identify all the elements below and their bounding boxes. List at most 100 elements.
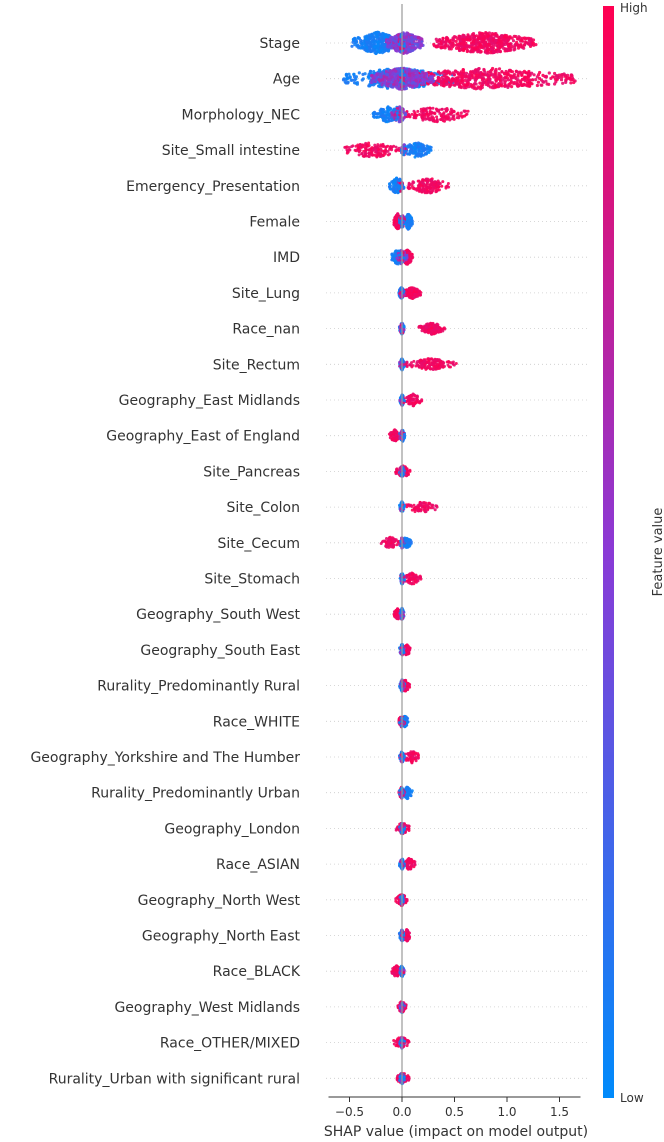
shap-point [415, 290, 419, 294]
shap-point [534, 78, 538, 82]
shap-point [419, 44, 424, 48]
shap-point [353, 43, 357, 47]
shap-point [407, 216, 410, 220]
shap-point [377, 115, 380, 119]
shap-point [341, 78, 346, 82]
shap-point [384, 69, 388, 73]
shap-point [416, 152, 420, 156]
shap-point [416, 109, 420, 113]
shap-point [507, 37, 511, 41]
shap-point [402, 143, 406, 147]
shap-point [484, 40, 488, 44]
shap-point [402, 256, 406, 260]
shap-point [452, 110, 456, 114]
shap-point [418, 183, 422, 187]
shap-point [398, 177, 402, 181]
shap-point [388, 185, 392, 189]
shap-point [434, 188, 438, 192]
shap-point [513, 43, 517, 47]
shap-point [374, 150, 378, 154]
shap-point [451, 37, 455, 41]
shap-point [360, 152, 364, 155]
shap-point [479, 40, 483, 44]
feature-label-site-cecum: Site_Cecum [218, 536, 300, 552]
shap-point [570, 74, 574, 78]
feature-points-stage [350, 30, 538, 56]
shap-point [433, 180, 437, 184]
shap-point [477, 67, 481, 71]
shap-point [456, 76, 460, 80]
feature-label-geography-south-east: Geography_South East [140, 643, 300, 659]
feature-points-site-small-intestine [343, 141, 433, 159]
shap-point [349, 78, 353, 82]
shap-point [461, 38, 465, 42]
feature-label-geography-north-west: Geography_North West [138, 893, 301, 909]
shap-point [345, 77, 349, 81]
shap-point [431, 106, 435, 110]
shap-point [367, 144, 371, 147]
feature-label-site-rectum: Site_Rectum [213, 357, 300, 373]
shap-point [503, 81, 507, 85]
shap-point [410, 35, 414, 40]
shap-point [407, 260, 411, 264]
shap-point [531, 41, 536, 45]
shap-point [482, 80, 486, 84]
shap-point [462, 43, 466, 47]
shap-point [506, 85, 510, 89]
shap-point [378, 37, 382, 41]
shap-point [413, 155, 417, 159]
shap-point [394, 145, 398, 149]
shap-point [366, 49, 370, 53]
shap-point [512, 48, 516, 52]
shap-point [471, 31, 476, 36]
shap-point [375, 46, 380, 50]
shap-point [506, 72, 510, 76]
shap-point [503, 71, 507, 75]
shap-point [494, 85, 498, 89]
shap-point [392, 221, 396, 224]
shap-point [408, 152, 412, 155]
feature-points-age [341, 66, 577, 92]
shap-point [402, 147, 406, 151]
shap-point [416, 36, 420, 40]
shap-point [547, 82, 551, 86]
shap-point [394, 149, 398, 153]
shap-point [559, 78, 564, 82]
shap-point [474, 40, 478, 44]
shap-point [438, 182, 442, 186]
shap-point [405, 41, 410, 45]
feature-label-site-pancreas: Site_Pancreas [203, 464, 300, 480]
shap-point [520, 38, 524, 43]
shap-point [411, 256, 414, 260]
shap-point [346, 150, 349, 153]
shap-point [420, 150, 424, 154]
shap-point [503, 34, 507, 39]
shap-point [530, 71, 534, 75]
shap-point [522, 82, 526, 86]
shap-point [452, 73, 456, 77]
shap-point [480, 45, 484, 50]
shap-point [381, 78, 385, 82]
feature-label-geography-london: Geography_London [164, 821, 300, 837]
shap-point [408, 186, 412, 190]
shap-point [423, 72, 427, 76]
shap-point [381, 145, 385, 148]
shap-point [389, 37, 393, 41]
shap-point [352, 72, 356, 76]
shap-point [402, 116, 406, 120]
shap-point [375, 40, 380, 44]
shap-point [372, 31, 376, 35]
shap-point [394, 69, 398, 73]
shap-point [434, 45, 438, 49]
shap-point [389, 145, 393, 149]
shap-point [405, 249, 409, 252]
shap-point [442, 81, 446, 85]
shap-point [385, 44, 390, 49]
shap-point [371, 112, 375, 116]
shap-point [422, 182, 426, 186]
shap-point [502, 37, 506, 42]
shap-point [444, 41, 448, 45]
shap-point [471, 40, 475, 44]
shap-point [392, 256, 396, 260]
